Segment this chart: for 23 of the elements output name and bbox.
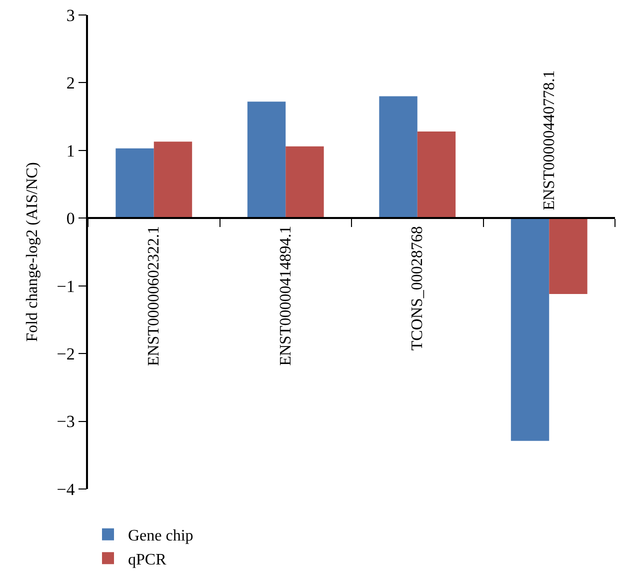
y-tick-label: 0 — [66, 209, 75, 228]
legend-label: Gene chip — [128, 528, 194, 545]
bar — [154, 142, 192, 218]
bar — [116, 148, 154, 218]
bar — [247, 102, 286, 218]
y-tick-label: −2 — [56, 344, 75, 364]
y-tick-label: 3 — [66, 6, 75, 25]
y-tick-label: −4 — [56, 480, 76, 499]
x-tick-label: ENST00000602322.1 — [146, 226, 163, 366]
x-tick-label: TCONS_00028768 — [409, 226, 426, 351]
bar — [417, 131, 456, 218]
bar — [510, 218, 550, 441]
y-tick-label: −3 — [56, 412, 75, 432]
legend-label: qPCR — [128, 551, 167, 568]
bar — [379, 96, 418, 218]
bar — [549, 218, 588, 294]
x-tick-label: ENST00000440778.1 — [540, 70, 558, 210]
y-tick-label: −1 — [56, 276, 75, 296]
y-tick-label: 2 — [66, 74, 75, 93]
y-tick-label: 1 — [66, 141, 75, 160]
bar — [286, 146, 324, 218]
y-axis-title: Fold change-log2 (AIS/NC) — [24, 162, 42, 342]
x-tick-label: ENST00000414894.1 — [277, 226, 294, 366]
